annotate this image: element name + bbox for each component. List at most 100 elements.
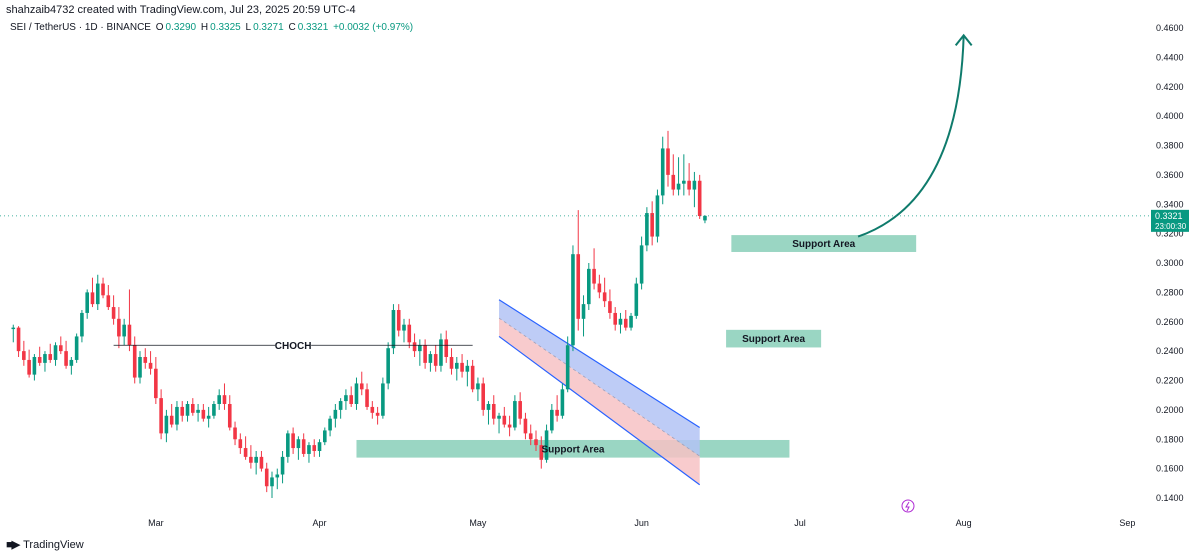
x-tick-label: Jul — [794, 518, 806, 528]
candle-body — [634, 283, 639, 316]
candle-body — [143, 357, 148, 363]
candle — [233, 421, 237, 446]
channel-upper-line — [498, 299, 701, 429]
candle-body — [655, 195, 660, 237]
candle — [48, 343, 53, 363]
candle — [581, 295, 586, 337]
candle-body — [629, 315, 633, 328]
candle — [180, 401, 185, 422]
candle — [328, 415, 332, 437]
candle-body — [703, 215, 707, 221]
candle-body — [249, 456, 253, 463]
candle-body — [275, 474, 280, 478]
candle-body — [602, 292, 607, 302]
candle-body — [286, 433, 290, 457]
candle — [291, 427, 295, 454]
candle-body — [106, 295, 111, 308]
close-value: 0.3321 — [297, 22, 329, 33]
candle — [69, 357, 74, 375]
support-zone-label: Support Area — [541, 444, 604, 455]
candle — [249, 445, 253, 469]
candle — [518, 392, 522, 425]
y-tick-label: 0.3200 — [1156, 229, 1184, 239]
tradingview-brand[interactable]: ■▶ TradingView — [6, 538, 84, 552]
candle — [602, 277, 607, 308]
candle — [555, 395, 559, 422]
candle-body — [27, 359, 31, 375]
candle-body — [53, 345, 58, 360]
candle-body — [37, 357, 42, 363]
candle-body — [576, 254, 581, 319]
y-tick-label: 0.2600 — [1156, 317, 1184, 327]
candle-body — [539, 445, 544, 460]
x-tick-label: May — [469, 518, 487, 528]
candle-body — [676, 183, 681, 190]
candle — [22, 340, 26, 366]
y-tick-label: 0.3000 — [1156, 258, 1184, 268]
channel-lower-line — [498, 335, 701, 486]
candle — [491, 395, 496, 425]
candle — [32, 354, 37, 381]
support-zone-label: Support Area — [742, 334, 805, 345]
candle — [370, 401, 375, 419]
candle — [196, 404, 200, 422]
candle-body — [117, 318, 121, 337]
candle — [444, 330, 449, 363]
y-tick-label: 0.3800 — [1156, 141, 1184, 151]
candle — [703, 215, 707, 224]
candle-body — [592, 268, 596, 284]
attribution-text: shahzaib4732 created with TradingView.co… — [6, 4, 356, 16]
candle — [423, 339, 427, 369]
candle-body — [74, 336, 79, 360]
candle — [74, 333, 79, 363]
candle — [682, 154, 686, 196]
candle-body — [486, 404, 491, 410]
candle-body — [201, 409, 206, 419]
candle-body — [280, 456, 285, 475]
candle-body — [481, 383, 485, 410]
candle — [101, 277, 105, 299]
candle — [523, 412, 528, 440]
candle — [275, 468, 280, 490]
open-value: 0.3290 — [165, 22, 197, 33]
candle — [381, 377, 385, 419]
open-label: O — [155, 22, 164, 33]
x-tick-label: Aug — [956, 518, 972, 528]
candle — [513, 395, 517, 431]
candle-body — [264, 468, 269, 487]
candle — [507, 415, 512, 437]
candle-body — [513, 401, 517, 428]
candle — [571, 245, 575, 352]
candle-body — [127, 324, 132, 346]
candle — [629, 312, 633, 331]
candle-body — [518, 401, 522, 419]
candle — [655, 189, 660, 243]
y-tick-label: 0.1600 — [1156, 464, 1184, 474]
support-zone — [726, 329, 822, 348]
candle — [238, 433, 243, 454]
candle — [254, 451, 258, 475]
candle — [476, 377, 480, 402]
candle-body — [69, 359, 74, 366]
candle — [618, 312, 623, 334]
candle-body — [687, 180, 691, 190]
candle — [185, 401, 190, 422]
candle — [212, 401, 216, 419]
candle — [645, 207, 649, 252]
candle — [64, 340, 68, 369]
candle — [365, 383, 369, 410]
candle — [639, 236, 644, 290]
symbol-name[interactable]: SEI / TetherUS · 1D · BINANCE — [10, 22, 151, 33]
candle — [634, 277, 639, 319]
candle-body — [301, 439, 306, 454]
candle-body — [338, 401, 343, 410]
candle — [117, 307, 121, 349]
candle-body — [206, 415, 211, 419]
low-label: L — [245, 22, 252, 33]
y-tick-label: 0.4200 — [1156, 82, 1184, 92]
candle — [154, 357, 158, 404]
candle — [418, 339, 422, 366]
candle — [164, 409, 169, 443]
candle-body — [613, 312, 617, 325]
